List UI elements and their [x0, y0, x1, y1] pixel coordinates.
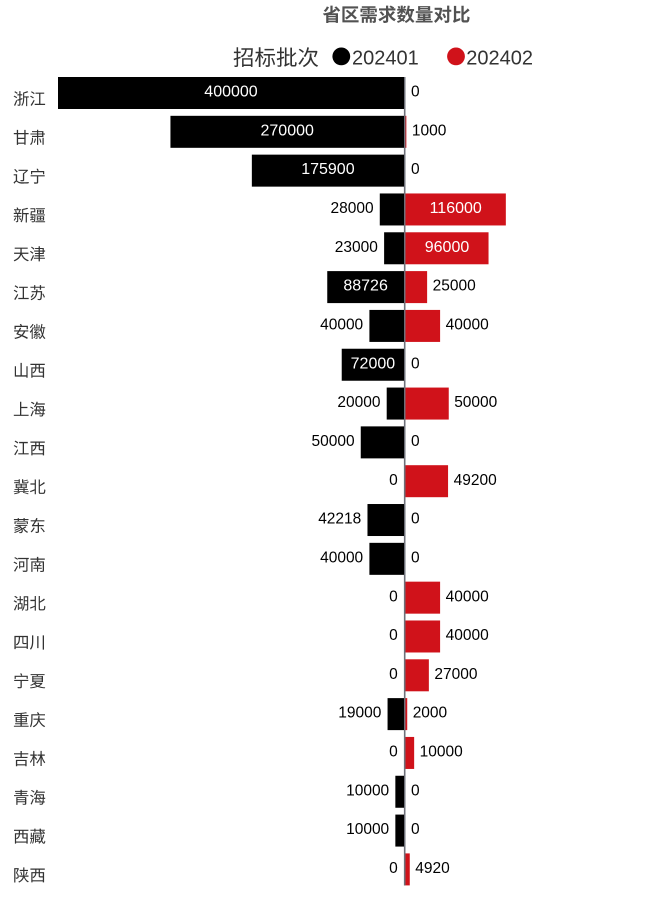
svg-text:0: 0 — [389, 472, 398, 489]
svg-text:1000: 1000 — [412, 122, 447, 139]
svg-text:0: 0 — [389, 744, 398, 761]
svg-text:72000: 72000 — [351, 355, 396, 372]
svg-text:0: 0 — [411, 433, 420, 450]
svg-text:0: 0 — [411, 782, 420, 799]
svg-text:400000: 400000 — [204, 84, 257, 101]
svg-text:88726: 88726 — [343, 278, 388, 295]
svg-text:0: 0 — [411, 84, 420, 101]
svg-text:49200: 49200 — [454, 472, 497, 489]
svg-text:40000: 40000 — [446, 627, 489, 644]
svg-text:19000: 19000 — [338, 705, 381, 722]
svg-text:40000: 40000 — [320, 549, 363, 566]
svg-text:0: 0 — [389, 860, 398, 877]
svg-text:96000: 96000 — [425, 239, 470, 256]
svg-text:0: 0 — [411, 511, 420, 528]
svg-text:28000: 28000 — [330, 200, 373, 217]
svg-text:202401: 202401 — [352, 47, 419, 69]
svg-text:20000: 20000 — [337, 394, 380, 411]
svg-text:10000: 10000 — [346, 821, 389, 838]
svg-text:40000: 40000 — [446, 588, 489, 605]
svg-text:40000: 40000 — [320, 317, 363, 334]
svg-text:42218: 42218 — [318, 511, 361, 528]
svg-text:50000: 50000 — [454, 394, 497, 411]
svg-text:0: 0 — [411, 355, 420, 372]
svg-text:175900: 175900 — [301, 161, 354, 178]
svg-text:10000: 10000 — [346, 782, 389, 799]
svg-text:0: 0 — [411, 821, 420, 838]
svg-text:2000: 2000 — [413, 705, 448, 722]
svg-text:0: 0 — [411, 161, 420, 178]
svg-text:25000: 25000 — [433, 278, 476, 295]
svg-text:50000: 50000 — [311, 433, 354, 450]
svg-text:0: 0 — [389, 588, 398, 605]
svg-text:27000: 27000 — [434, 666, 477, 683]
svg-text:40000: 40000 — [446, 317, 489, 334]
svg-text:23000: 23000 — [335, 239, 378, 256]
svg-text:4920: 4920 — [415, 860, 450, 877]
svg-text:0: 0 — [389, 666, 398, 683]
svg-text:0: 0 — [389, 627, 398, 644]
svg-text:0: 0 — [411, 549, 420, 566]
svg-text:116000: 116000 — [430, 200, 482, 217]
svg-text:10000: 10000 — [420, 744, 463, 761]
svg-text:270000: 270000 — [261, 122, 314, 139]
svg-text:202402: 202402 — [466, 47, 533, 69]
